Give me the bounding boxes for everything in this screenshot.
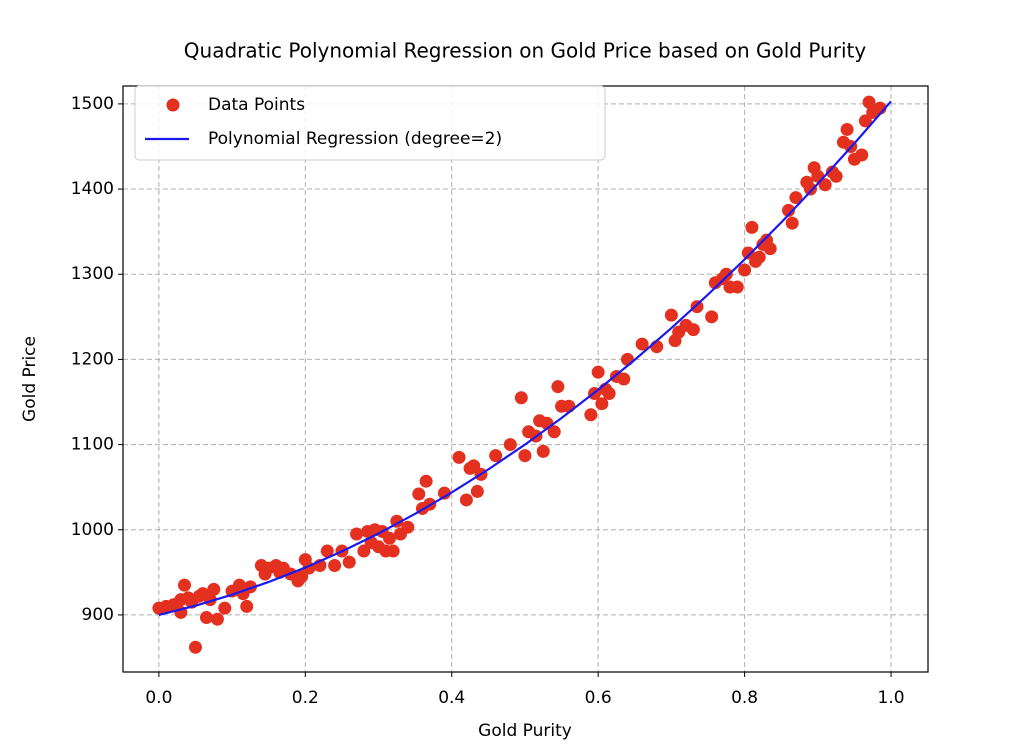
data-point [320, 544, 334, 558]
x-tick-label: 0.2 [292, 688, 319, 708]
data-point [763, 242, 777, 256]
data-point [514, 391, 528, 405]
data-point [745, 220, 759, 234]
data-point [635, 337, 649, 351]
regression-line [158, 100, 892, 616]
data-point [690, 300, 704, 314]
data-point [357, 544, 371, 558]
legend-box [134, 85, 606, 161]
data-point [705, 310, 719, 324]
data-point [547, 425, 561, 439]
y-tick-label: 900 [82, 605, 114, 625]
data-point [295, 570, 309, 584]
data-point [617, 372, 631, 386]
data-point [840, 122, 854, 136]
data-point [470, 484, 484, 498]
y-tick-label: 1000 [71, 520, 114, 540]
data-point [188, 640, 202, 654]
data-point [591, 365, 605, 379]
data-point [858, 114, 872, 128]
y-tick-label: 1400 [71, 179, 114, 199]
data-point [342, 555, 356, 569]
y-tick-label: 1200 [71, 349, 114, 369]
legend-label: Polynomial Regression (degree=2) [208, 129, 502, 149]
data-point [602, 386, 616, 400]
data-point [210, 612, 224, 626]
data-point [536, 444, 550, 458]
data-point [719, 267, 733, 281]
legend: Data Points Polynomial Regression (degree… [134, 85, 606, 161]
data-point [664, 308, 678, 322]
data-point [785, 216, 799, 230]
legend-label: Data Points [208, 95, 305, 115]
data-point [620, 352, 634, 366]
data-point [199, 610, 213, 624]
data-point [467, 459, 481, 473]
data-point [562, 399, 576, 413]
data-point [686, 323, 700, 337]
data-point [328, 559, 342, 573]
data-point [383, 531, 397, 545]
x-tick-label: 0.4 [438, 688, 465, 708]
y-tick-label: 1500 [71, 94, 114, 114]
data-point [741, 246, 755, 260]
data-point [489, 449, 503, 463]
data-point [178, 578, 192, 592]
data-point [419, 474, 433, 488]
data-point [503, 438, 517, 452]
y-axis-label: Gold Price [20, 336, 40, 422]
data-point [829, 169, 843, 183]
x-tick-label: 0.8 [731, 688, 758, 708]
data-point [218, 601, 232, 615]
data-point [401, 520, 415, 534]
data-point [862, 95, 876, 109]
data-point [452, 450, 466, 464]
data-point [350, 527, 364, 541]
y-tick-label: 1300 [71, 264, 114, 284]
data-point [437, 486, 451, 500]
x-tick-label: 0.0 [145, 688, 172, 708]
data-point [855, 148, 869, 162]
data-point [518, 449, 532, 463]
data-point [818, 178, 832, 192]
data-point [459, 493, 473, 507]
chart-title: Quadratic Polynomial Regression on Gold … [184, 39, 867, 63]
x-axis-label: Gold Purity [478, 721, 572, 741]
data-point [782, 203, 796, 217]
data-point [789, 191, 803, 205]
data-point [551, 380, 565, 394]
data-point [803, 182, 817, 196]
x-tick-label: 1.0 [878, 688, 905, 708]
data-point [412, 487, 426, 501]
data-point [584, 408, 598, 422]
data-point [240, 599, 254, 613]
data-point [738, 263, 752, 277]
data-point [595, 397, 609, 411]
data-point [752, 250, 766, 264]
data-point [207, 582, 221, 596]
data-point [730, 280, 744, 294]
legend-marker [166, 98, 180, 112]
x-tick-label: 0.6 [585, 688, 612, 708]
data-point [386, 544, 400, 558]
y-tick-label: 1100 [71, 435, 114, 455]
